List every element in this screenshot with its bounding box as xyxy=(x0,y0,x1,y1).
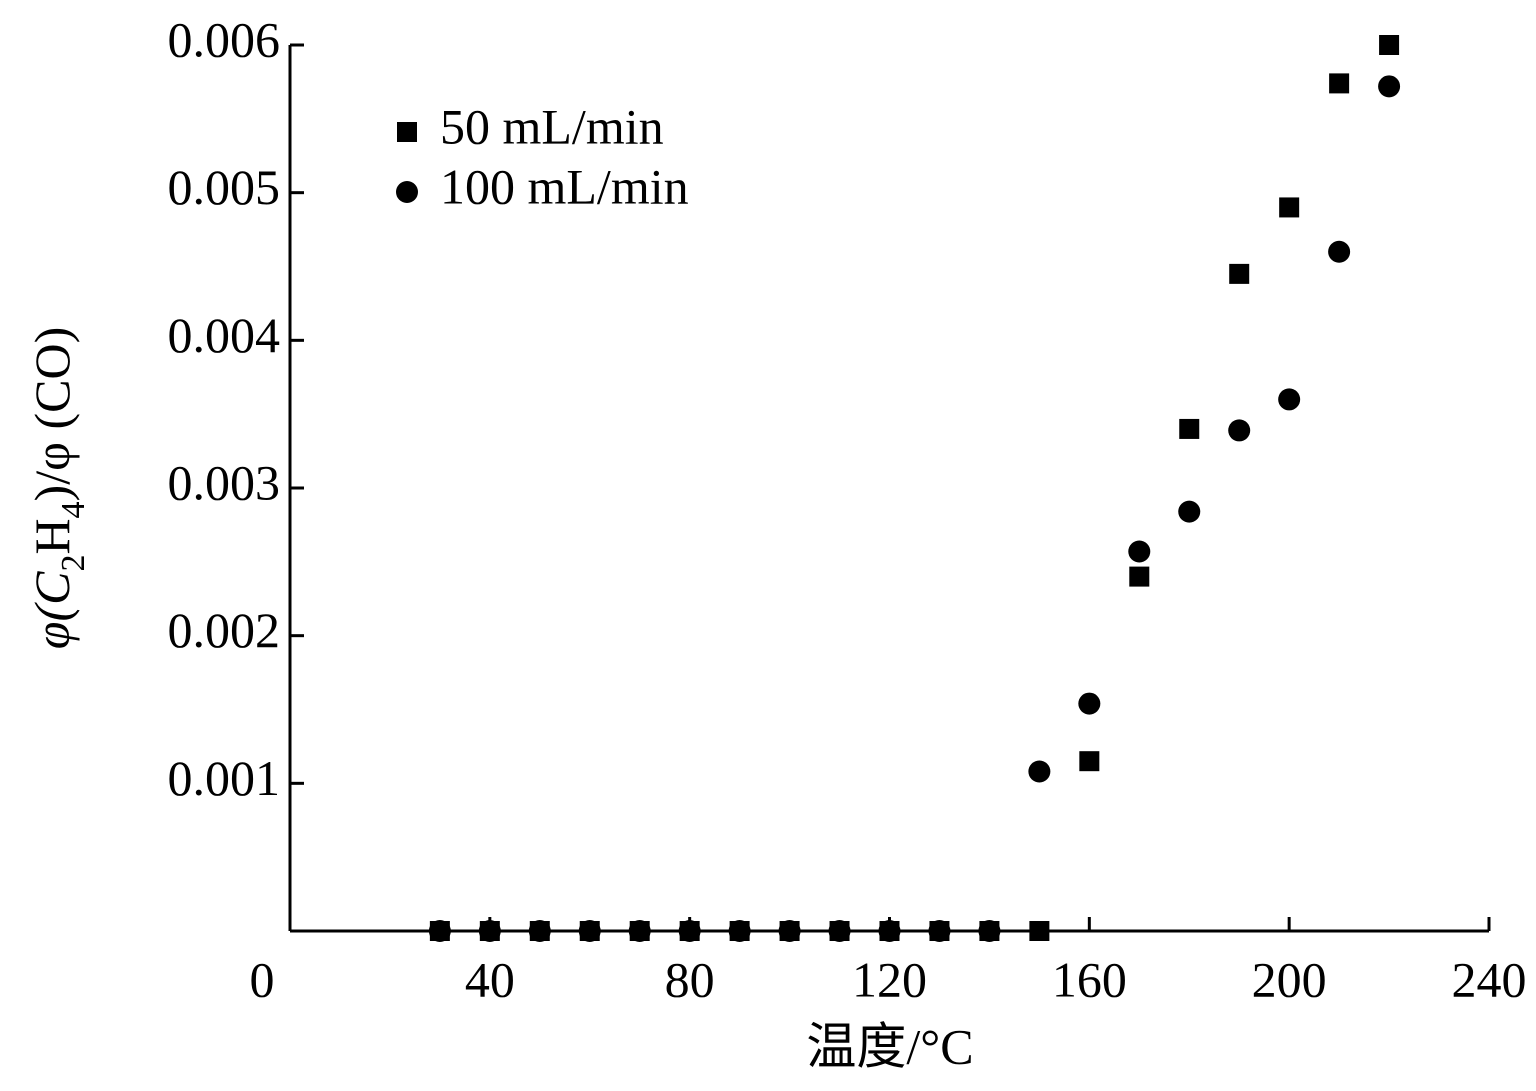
marker-circle xyxy=(1378,75,1401,98)
y-tick-label: 0.005 xyxy=(168,159,281,215)
y-label-sub: 4 xyxy=(55,501,92,518)
marker-circle xyxy=(1128,540,1151,563)
y-tick-label: 0.001 xyxy=(168,750,281,806)
marker-circle xyxy=(578,920,601,942)
marker-square xyxy=(1029,921,1050,941)
marker-square xyxy=(1079,751,1100,772)
marker-circle xyxy=(728,920,751,942)
legend-label: 100 mL/min xyxy=(440,158,689,214)
marker-circle xyxy=(828,920,851,942)
marker-circle xyxy=(478,920,501,942)
y-axis-label: φ(C2H4)/φ (CO) xyxy=(24,327,92,649)
marker-square xyxy=(1179,418,1200,439)
legend-label: 50 mL/min xyxy=(440,98,664,154)
marker-circle xyxy=(1328,240,1351,263)
y-label-part: φ(C xyxy=(24,571,80,649)
marker-circle xyxy=(628,920,651,942)
x-tick-label: 80 xyxy=(665,951,715,1007)
y-tick-label: 0.004 xyxy=(168,307,281,363)
y-label-sub: 2 xyxy=(55,555,92,572)
x-tick-label: 120 xyxy=(852,951,927,1007)
y-label-part: H xyxy=(24,518,80,554)
marker-circle xyxy=(978,920,1001,942)
marker-circle xyxy=(1278,388,1301,411)
x-tick-label: 240 xyxy=(1452,951,1527,1007)
marker-circle xyxy=(928,920,951,942)
x-tick-label: 200 xyxy=(1252,951,1327,1007)
marker-square xyxy=(1329,73,1350,94)
x-tick-label: 0 xyxy=(250,951,275,1007)
x-tick-label: 40 xyxy=(465,951,515,1007)
legend-marker xyxy=(396,181,418,203)
marker-circle xyxy=(1178,500,1201,523)
marker-square xyxy=(1129,566,1150,587)
y-tick-label: 0.003 xyxy=(168,454,281,510)
marker-square xyxy=(1229,263,1250,284)
y-label-part: )/φ (CO) xyxy=(24,327,80,502)
legend-marker xyxy=(397,122,417,142)
marker-square xyxy=(1279,197,1300,218)
marker-circle xyxy=(778,920,801,942)
x-axis-label: 温度/°C xyxy=(806,1018,973,1074)
marker-circle xyxy=(528,920,551,942)
marker-circle xyxy=(1228,419,1251,442)
marker-circle xyxy=(678,920,701,942)
y-tick-label: 0.006 xyxy=(168,11,281,67)
marker-circle xyxy=(428,920,451,942)
y-tick-label: 0.002 xyxy=(168,602,281,658)
marker-circle xyxy=(1078,692,1101,715)
marker-circle xyxy=(878,920,901,942)
x-tick-label: 160 xyxy=(1052,951,1127,1007)
marker-circle xyxy=(1028,760,1051,783)
marker-square xyxy=(1379,35,1400,55)
